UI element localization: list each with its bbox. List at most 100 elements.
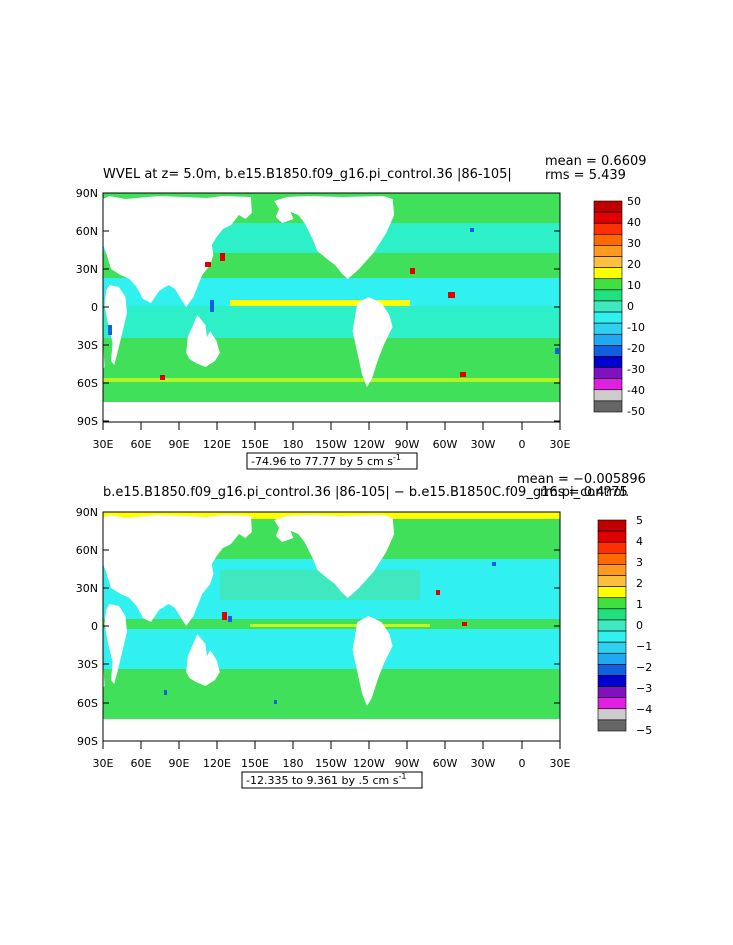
panel-2-range-box: -12.335 to 9.361 by .5 cm s-1 (241, 771, 423, 789)
colorbar-label: 3 (636, 556, 643, 569)
x-tick-label: 0 (519, 757, 526, 770)
panel-1-mean: mean = 0.6609 (545, 154, 647, 169)
y-tick-label: 60S (77, 377, 98, 390)
colorbar-label: 5 (636, 514, 643, 527)
colorbar-swatch (597, 675, 627, 687)
panel-2-title: b.e15.B1850.f09_g16.pi_control.36 |86-10… (103, 485, 629, 500)
colorbar-swatch (597, 530, 627, 543)
x-tick-label: 120W (353, 438, 385, 451)
colorbar-swatch (593, 278, 623, 291)
colorbar-swatch (593, 311, 623, 324)
panel-2-mean: mean = −0.005896 (517, 472, 646, 487)
colorbar-swatch (597, 575, 627, 587)
x-tick-label: 120E (203, 438, 231, 451)
colorbar-swatch (593, 367, 623, 379)
colorbar-swatch (597, 597, 627, 610)
colorbar-label: 20 (627, 258, 641, 271)
range-unit-exponent: -1 (398, 772, 406, 781)
panel-1-colorbar-labels: 50 40 30 20 10 0 -10 -20 -30 -40 -50 (627, 195, 645, 418)
colorbar-swatch (597, 519, 627, 532)
panel-2-y-tick-labels: 90N 60N 30N 0 30S 60S 90S (76, 506, 98, 748)
colorbar-label: 2 (636, 577, 643, 590)
panel-1-y-ticks (103, 192, 560, 422)
y-tick-label: 0 (91, 620, 98, 633)
x-tick-label: 90W (395, 757, 420, 770)
colorbar-swatch (593, 356, 623, 368)
x-tick-label: 150W (315, 438, 347, 451)
y-tick-label: 60N (76, 225, 98, 238)
panel-1-map (102, 192, 561, 423)
colorbar-label: 10 (627, 279, 641, 292)
x-tick-label: 30E (550, 438, 571, 451)
colorbar-swatch (593, 389, 623, 402)
x-tick-label: 60W (433, 438, 458, 451)
x-tick-label: 30E (93, 438, 114, 451)
colorbar-label: −1 (636, 640, 652, 653)
colorbar-swatch (593, 333, 623, 346)
colorbar-label: 30 (627, 237, 641, 250)
y-tick-label: 0 (91, 301, 98, 314)
colorbar-swatch (593, 300, 623, 313)
y-tick-label: 60S (77, 697, 98, 710)
colorbar-label: −2 (636, 661, 652, 674)
colorbar-swatch (593, 200, 623, 213)
panel-1-x-tick-labels: 30E 60E 90E 120E 150E 180 150W 120W 90W … (93, 438, 571, 451)
x-tick-label: 150E (241, 757, 269, 770)
colorbar-label: 1 (636, 598, 643, 611)
x-tick-label: 30E (93, 757, 114, 770)
colorbar-swatch (593, 345, 623, 357)
panel-2-map (102, 511, 561, 742)
colorbar-label: −5 (636, 724, 652, 737)
x-tick-label: 90E (169, 438, 190, 451)
y-tick-label: 90N (76, 506, 98, 519)
range-label: -74.96 to 77.77 by 5 cm s (251, 455, 393, 468)
colorbar-swatch (593, 289, 623, 302)
panel-2-rms: rms = 0.4?75 (540, 485, 628, 500)
colorbar-swatch (597, 652, 627, 665)
panel-2-x-tick-labels: 30E 60E 90E 120E 150E 180 150W 120W 90W … (93, 757, 571, 770)
y-tick-label: 60N (76, 544, 98, 557)
colorbar-swatch (597, 664, 627, 676)
colorbar-label: 0 (627, 300, 634, 313)
x-tick-label: 0 (519, 438, 526, 451)
x-tick-label: 120E (203, 757, 231, 770)
x-tick-label: 180 (283, 757, 304, 770)
panel-2-y-ticks (103, 511, 560, 742)
colorbar-swatch (593, 256, 623, 268)
svg-text:-12.335 to 9.361 by .5 cm s-1: -12.335 to 9.361 by .5 cm s-1 (246, 772, 406, 787)
x-tick-label: 150W (315, 757, 347, 770)
colorbar-swatch (597, 641, 627, 654)
colorbar-label: -50 (627, 405, 645, 418)
colorbar-label: −3 (636, 682, 652, 695)
x-tick-label: 60E (131, 438, 152, 451)
x-tick-label: 60E (131, 757, 152, 770)
colorbar-swatch (597, 564, 627, 576)
panel-1-y-tick-labels: 90N 60N 30N 0 30S 60S 90S (76, 187, 98, 428)
colorbar-label: 0 (636, 619, 643, 632)
y-tick-label: 30N (76, 582, 98, 595)
y-tick-label: 30N (76, 263, 98, 276)
colorbar-swatch (593, 400, 623, 413)
y-tick-label: 90S (77, 415, 98, 428)
colorbar-swatch (597, 630, 627, 643)
colorbar-swatch (593, 267, 623, 280)
colorbar-swatch (597, 586, 627, 599)
panel-2-x-ticks (102, 741, 561, 749)
colorbar-swatch (593, 222, 623, 235)
panel-1-x-ticks (102, 422, 561, 430)
colorbar-swatch (597, 719, 627, 732)
x-tick-label: 120W (353, 757, 385, 770)
panel-2-colorbar-labels: 5 4 3 2 1 0 −1 −2 −3 −4 −5 (636, 514, 652, 737)
colorbar-label: -20 (627, 342, 645, 355)
x-tick-label: 30E (550, 757, 571, 770)
colorbar-swatch (597, 619, 627, 632)
y-tick-label: 90N (76, 187, 98, 200)
colorbar-swatch (597, 541, 627, 554)
colorbar-label: 4 (636, 535, 643, 548)
colorbar-swatch (597, 608, 627, 621)
panel-1-range-box: -74.96 to 77.77 by 5 cm s-1 (246, 452, 418, 470)
colorbar-swatch (597, 553, 627, 565)
x-tick-label: 90E (169, 757, 190, 770)
x-tick-label: 30W (471, 438, 496, 451)
